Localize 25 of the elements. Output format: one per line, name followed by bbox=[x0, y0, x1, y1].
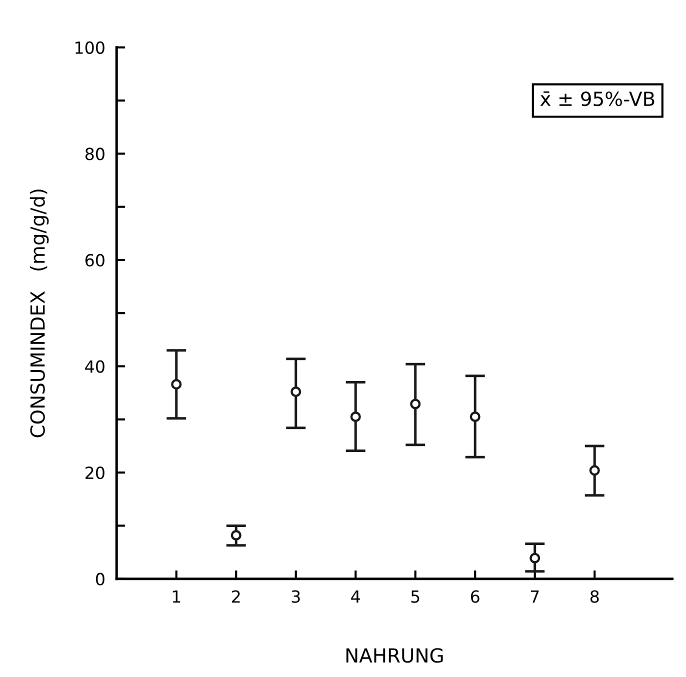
x-tick-label: 7 bbox=[530, 590, 539, 603]
y-tick-label: 40 bbox=[85, 360, 104, 373]
x-tick-label: 1 bbox=[172, 590, 180, 603]
point bbox=[530, 552, 540, 564]
y-tick-label: 60 bbox=[85, 254, 104, 267]
point bbox=[290, 386, 302, 398]
y-axis-title: CONSUMINDEX (mg/g/d) bbox=[30, 190, 49, 438]
point bbox=[589, 465, 600, 476]
y-tick-label: 0 bbox=[96, 572, 104, 586]
x-tick-label: 4 bbox=[351, 590, 360, 603]
x-tick-label: 2 bbox=[232, 590, 240, 603]
y-tick-label: 20 bbox=[86, 466, 104, 480]
point bbox=[350, 411, 361, 422]
x-tick-label: 5 bbox=[411, 590, 420, 603]
y-tick-label: 80 bbox=[85, 148, 104, 160]
point bbox=[410, 398, 421, 410]
x-tick-label: 6 bbox=[470, 590, 480, 603]
x-axis-title: NAHRUNG bbox=[346, 648, 443, 663]
y-tick-label: 100 bbox=[76, 41, 104, 54]
x-tick-label: 3 bbox=[292, 590, 300, 603]
point bbox=[470, 411, 480, 422]
point bbox=[230, 530, 242, 541]
x-tick-label: 8 bbox=[590, 590, 599, 603]
point bbox=[171, 379, 182, 390]
annotation: x̄ ± 95%-VB bbox=[540, 91, 654, 106]
